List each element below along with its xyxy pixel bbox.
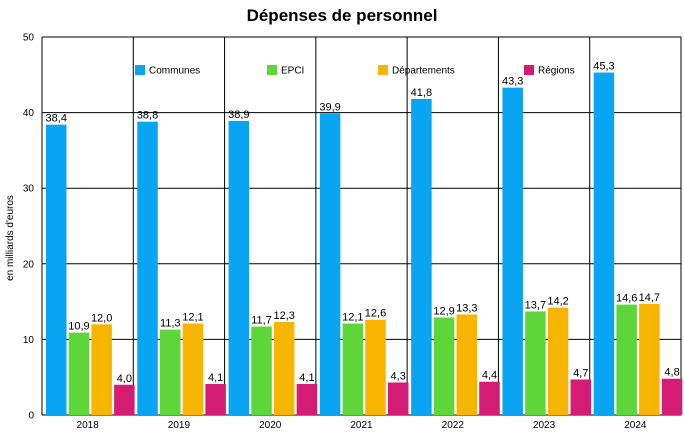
bar-régions-2020	[296, 384, 318, 415]
y-axis-label: en milliards d'euros	[5, 195, 16, 281]
data-label: 12,0	[91, 312, 112, 324]
data-label: 11,7	[251, 315, 272, 327]
data-label: 39,9	[319, 101, 340, 113]
y-tick-label: 50	[23, 33, 35, 44]
data-label: 4,0	[117, 373, 132, 385]
x-tick-label: 2019	[168, 420, 191, 431]
legend-label: Départements	[392, 66, 455, 77]
data-label: 4,1	[208, 372, 223, 384]
bar-communes-2020	[228, 120, 250, 415]
bar-epci-2018	[68, 332, 90, 415]
data-label: 4,4	[482, 370, 497, 382]
x-tick-label: 2023	[533, 420, 556, 431]
data-label: 4,3	[391, 370, 406, 382]
bar-communes-2022	[411, 98, 432, 415]
bar-régions-2018	[114, 384, 135, 415]
bar-communes-2024	[593, 72, 615, 416]
chart-title: Dépenses de personnel	[246, 6, 438, 25]
y-tick-label: 0	[28, 411, 34, 422]
data-label: 45,3	[593, 61, 614, 73]
x-tick-label: 2024	[624, 420, 647, 431]
bar-epci-2024	[616, 304, 637, 415]
grid-layer	[41, 36, 682, 416]
y-tick-label: 10	[23, 335, 35, 346]
bar-epci-2022	[433, 317, 455, 415]
data-label: 11,3	[160, 318, 181, 330]
bar-départements-2019	[182, 323, 204, 415]
bar-epci-2019	[159, 329, 181, 415]
data-label: 41,8	[411, 87, 432, 99]
y-tick-label: 20	[23, 259, 35, 270]
bar-régions-2021	[387, 382, 409, 415]
bar-départements-2022	[456, 314, 478, 415]
y-tick-label: 30	[23, 184, 35, 195]
data-label: 4,8	[664, 367, 679, 379]
data-label-layer: 38,410,912,04,038,811,312,14,138,911,7 12…	[46, 61, 680, 385]
bar-communes-2018	[46, 124, 67, 416]
bar-départements-2018	[91, 324, 112, 415]
x-tick-label: 2022	[442, 420, 465, 431]
bar-départements-2020	[273, 322, 295, 415]
data-label: 4,7	[573, 367, 588, 379]
bar-régions-2022	[479, 381, 500, 415]
data-label: 12,6	[365, 308, 386, 320]
data-label: 14,7	[639, 292, 660, 304]
data-label: 13,3	[456, 302, 477, 314]
bar-epci-2023	[525, 311, 546, 415]
bar-communes-2021	[319, 113, 341, 415]
legend-label: EPCI	[281, 66, 304, 77]
legend-label: Communes	[149, 66, 200, 77]
data-label: 12,1	[342, 312, 363, 324]
data-label: 12,9	[433, 305, 454, 317]
legend-swatch-départements	[378, 65, 388, 75]
legend-swatch-epci	[267, 65, 277, 75]
bar-régions-2023	[570, 379, 592, 415]
bar-départements-2021	[365, 319, 386, 415]
x-tick-label: 2021	[350, 420, 373, 431]
bar-régions-2024	[661, 378, 683, 415]
data-label: 38,4	[46, 113, 67, 125]
axis-layer: 0 10 20 30 40 50 2018 2019 2020 2021 2022 2023 2024 e…	[5, 33, 647, 432]
bar-epci-2021	[342, 323, 364, 415]
legend-swatch-communes	[135, 65, 145, 75]
data-label: 14,2	[547, 296, 568, 308]
bar-départements-2023	[547, 307, 569, 415]
legend-label: Régions	[538, 66, 575, 77]
bar-layer	[46, 72, 683, 416]
x-tick-label: 2020	[259, 420, 282, 431]
bar-epci-2020	[251, 326, 272, 415]
data-label: 4,1	[299, 372, 314, 384]
data-label: 13,7	[525, 299, 546, 311]
y-tick-label: 40	[23, 108, 35, 119]
legend: Communes EPCI Départements Régions	[135, 65, 575, 77]
bar-communes-2023	[502, 87, 523, 415]
bar-régions-2019	[205, 384, 226, 415]
bar-communes-2019	[137, 121, 158, 415]
data-label: 12,1	[182, 312, 203, 324]
x-tick-label: 2018	[77, 420, 100, 431]
data-label: 14,6	[616, 293, 637, 305]
data-label: 12,3	[274, 310, 295, 322]
legend-swatch-régions	[524, 65, 534, 75]
bar-départements-2024	[639, 303, 660, 415]
data-label: 38,8	[137, 110, 158, 122]
data-label: 10,9	[68, 321, 89, 333]
data-label: 38,9	[228, 109, 249, 121]
data-label: 43,3	[502, 76, 523, 88]
